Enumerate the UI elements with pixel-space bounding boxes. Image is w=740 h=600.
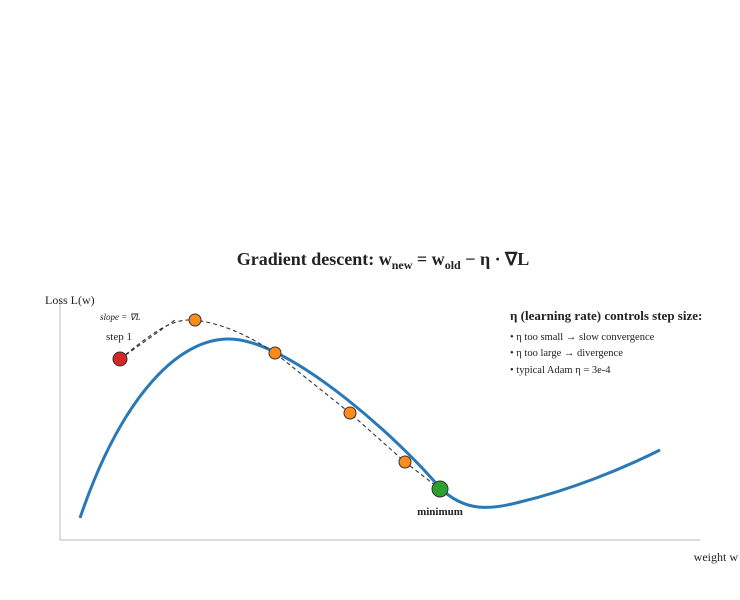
slope-annotation: slope = ∇L (100, 312, 141, 322)
loss-curve (78, 337, 661, 519)
title-part: − η · ∇L (461, 249, 530, 269)
y-axis-label: Loss L(w) (45, 293, 95, 307)
title-subscript: old (445, 258, 461, 272)
x-axis-label: weight w (694, 550, 739, 564)
note-item: • η too small → slow convergence (510, 332, 655, 343)
title-part: Gradient descent: w (237, 249, 392, 269)
title-part: = w (412, 249, 444, 269)
title: Gradient descent: wnew = wold − η · ∇L (237, 249, 529, 272)
step-point (188, 313, 202, 327)
note-item: • typical Adam η = 3e-4 (510, 365, 611, 376)
start-point (112, 351, 128, 367)
minimum-annotation: minimum (417, 506, 463, 518)
title-subscript: new (392, 258, 413, 272)
step-annotation: step 1 (106, 331, 132, 343)
step-point (398, 455, 412, 469)
step-point (268, 346, 282, 360)
notes-heading: η (learning rate) controls step size: (510, 308, 702, 323)
note-item: • η too large → divergence (510, 348, 623, 359)
descent-path (119, 319, 441, 490)
step-point (343, 406, 357, 420)
minimum-point (431, 480, 449, 498)
